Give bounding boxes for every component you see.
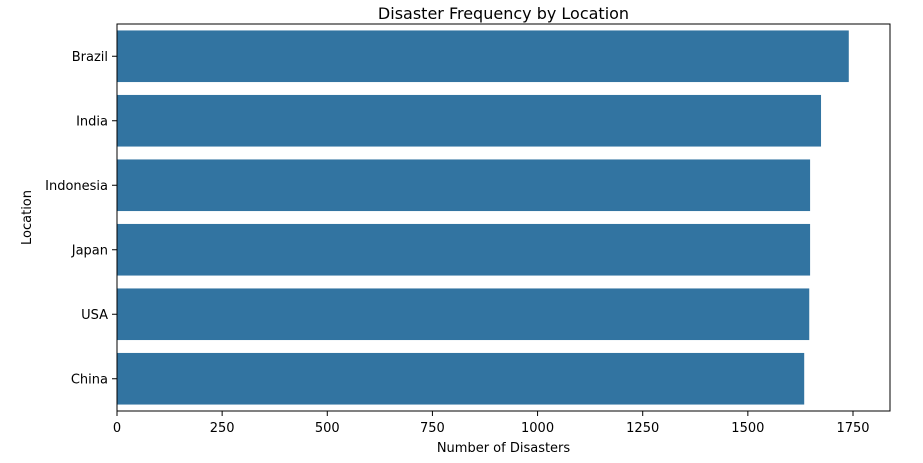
bars-layer xyxy=(117,30,849,405)
x-axis-label: Number of Disasters xyxy=(437,441,571,456)
x-tick-label: 750 xyxy=(420,421,445,436)
x-tick-label: 250 xyxy=(210,421,235,436)
y-axis-ticks: Brazil India Indonesia Japan USA China xyxy=(45,50,117,387)
y-tick-label: China xyxy=(71,372,108,387)
bar-china xyxy=(117,352,805,405)
plot-frame xyxy=(116,23,891,412)
x-axis-ticks: 0 250 500 750 1000 1250 1500 1750 xyxy=(113,411,870,436)
bar-japan xyxy=(117,223,811,276)
bar-indonesia xyxy=(117,159,811,212)
x-tick-label: 1750 xyxy=(836,421,869,436)
y-tick-label: Japan xyxy=(71,243,108,258)
bar-india xyxy=(117,94,822,147)
y-axis-label: Location xyxy=(20,190,35,245)
x-tick-label: 1000 xyxy=(521,421,554,436)
bar-brazil xyxy=(117,30,849,83)
x-tick-label: 1500 xyxy=(731,421,764,436)
bar-usa xyxy=(117,288,810,341)
y-tick-label: USA xyxy=(81,308,108,323)
x-tick-label: 1250 xyxy=(626,421,659,436)
y-tick-label: Brazil xyxy=(72,50,108,65)
y-tick-label: Indonesia xyxy=(45,179,108,194)
y-tick-label: India xyxy=(76,114,108,129)
x-tick-label: 500 xyxy=(315,421,340,436)
chart-title: Disaster Frequency by Location xyxy=(378,4,629,23)
x-tick-label: 0 xyxy=(113,421,121,436)
